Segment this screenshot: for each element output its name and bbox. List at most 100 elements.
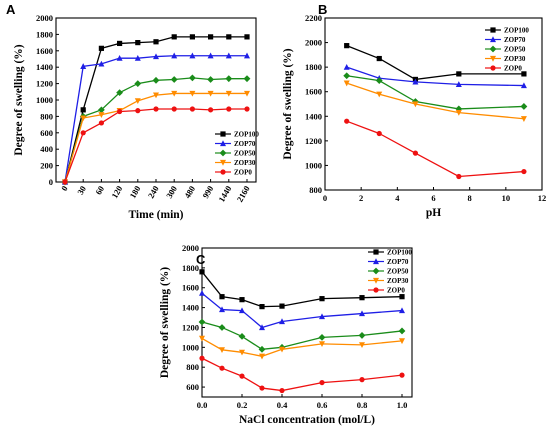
series-line	[201, 271, 403, 308]
data-point	[171, 52, 178, 59]
y-tick-label: 1600	[305, 87, 322, 97]
y-axis-title: Degree of swelling (%)	[13, 44, 25, 155]
data-point	[170, 76, 178, 83]
data-point	[189, 106, 195, 112]
data-point	[344, 43, 350, 49]
data-point	[225, 52, 232, 59]
data-point	[219, 365, 225, 371]
data-point	[198, 318, 206, 326]
data-point	[199, 269, 205, 275]
y-tick-label: 2200	[305, 13, 322, 23]
data-point	[244, 90, 250, 97]
series-line	[346, 120, 524, 178]
x-tick-label: 0.2	[237, 400, 248, 410]
series-line	[346, 82, 524, 120]
y-tick-label: 1000	[305, 160, 322, 170]
y-tick-label: 1600	[182, 283, 199, 293]
x-tick-label: 0.8	[357, 400, 368, 410]
y-tick-label: 1800	[36, 29, 53, 39]
y-tick-label: 200	[40, 161, 53, 171]
series-line	[64, 108, 247, 183]
data-point	[259, 385, 265, 391]
x-tick-label: 0	[59, 184, 70, 193]
data-point	[279, 387, 285, 394]
data-point	[207, 76, 214, 83]
y-tick-label: 1400	[36, 62, 53, 72]
series-line	[201, 357, 403, 392]
data-point	[412, 101, 419, 108]
data-point	[343, 63, 350, 70]
data-point	[153, 92, 159, 99]
data-point	[456, 71, 462, 77]
data-point	[153, 106, 159, 112]
data-point	[189, 90, 196, 97]
data-point	[189, 34, 195, 40]
data-point	[375, 77, 383, 85]
x-tick-label: 30	[75, 184, 88, 196]
data-point	[218, 324, 226, 331]
x-tick-label: 6	[431, 193, 435, 203]
legend-marker	[220, 169, 226, 175]
y-tick-label: 1000	[36, 95, 53, 105]
legend-label: ZOP0	[387, 287, 405, 295]
y-tick-label: 1200	[305, 136, 322, 146]
x-tick-label: 2	[359, 193, 363, 203]
data-point	[171, 90, 178, 97]
data-point	[199, 335, 205, 342]
data-point	[225, 90, 232, 97]
series-zop70	[62, 52, 250, 185]
data-point	[359, 310, 365, 317]
x-tick-label: 300	[164, 184, 179, 200]
data-point	[207, 90, 214, 97]
y-tick-label: 1800	[305, 62, 322, 72]
data-point	[98, 60, 105, 67]
data-point	[171, 34, 177, 40]
legend-marker	[220, 131, 226, 137]
legend-label: ZOP30	[504, 55, 526, 63]
x-axis-title: Time (min)	[128, 209, 183, 221]
legend-marker	[219, 149, 227, 157]
data-point	[259, 304, 265, 310]
legend-marker	[373, 287, 379, 293]
data-point	[455, 81, 462, 87]
legend-label: ZOP50	[387, 268, 409, 276]
y-tick-label: 1600	[36, 46, 53, 56]
x-axis-title: pH	[426, 207, 441, 219]
x-tick-label: 0.0	[197, 400, 208, 410]
data-point	[244, 34, 250, 40]
x-tick-label: 0.6	[317, 400, 328, 410]
x-axis-title: NaCl concentration (mol/L)	[239, 414, 375, 426]
data-point	[359, 295, 365, 301]
x-tick-label: 10	[502, 193, 511, 203]
y-tick-label: 1800	[182, 263, 199, 273]
legend-marker	[490, 36, 496, 43]
x-tick-label: 180	[127, 184, 142, 200]
data-point	[343, 80, 350, 87]
data-point	[98, 45, 104, 51]
x-tick-label: 1.0	[397, 400, 408, 410]
legend-marker	[490, 55, 496, 62]
panel-c: C 600 800 1000 1200 1400 1600 1800 2000 0.0 0.2 0.4…	[159, 243, 413, 426]
data-point	[207, 52, 214, 59]
y-tick-label: 800	[40, 111, 53, 121]
data-point	[279, 346, 285, 353]
legend-label: ZOP50	[234, 150, 256, 158]
data-point	[520, 82, 527, 89]
data-point	[398, 327, 406, 335]
x-tick-label: 480	[182, 184, 197, 200]
y-tick-label: 2000	[36, 13, 53, 23]
x-tick-label: 4	[395, 193, 400, 203]
x-tick-label: 120	[109, 184, 124, 200]
data-point	[521, 71, 527, 77]
data-point	[343, 72, 351, 80]
data-point	[259, 353, 265, 360]
data-point	[279, 303, 285, 309]
data-point	[456, 173, 462, 180]
legend-label: ZOP100	[387, 249, 412, 257]
data-point	[80, 115, 87, 122]
data-point	[258, 345, 266, 353]
series-zop100	[199, 269, 405, 310]
